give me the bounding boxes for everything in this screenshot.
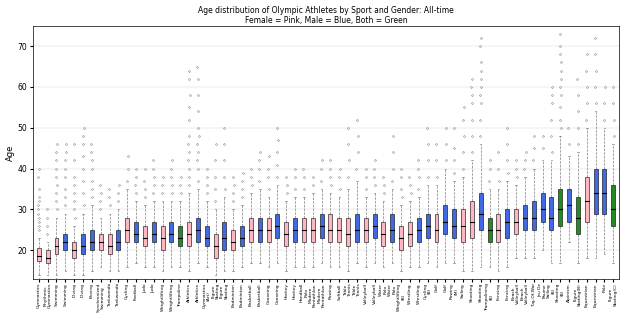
Bar: [72, 242, 76, 259]
Bar: [346, 218, 350, 246]
Bar: [461, 210, 465, 242]
Bar: [267, 218, 271, 242]
Bar: [116, 230, 121, 250]
Bar: [611, 185, 615, 226]
Bar: [496, 214, 501, 242]
Bar: [107, 234, 111, 254]
Bar: [187, 222, 191, 246]
Bar: [567, 189, 571, 222]
Bar: [125, 218, 129, 242]
Bar: [63, 234, 68, 250]
Bar: [276, 214, 279, 238]
Bar: [99, 234, 102, 250]
Bar: [576, 197, 580, 234]
Bar: [319, 214, 324, 238]
Bar: [284, 222, 288, 246]
Title: Age distribution of Olympic Athletes by Sport and Gender: All-time
Female = Pink: Age distribution of Olympic Athletes by …: [198, 5, 454, 25]
Bar: [434, 214, 439, 242]
Bar: [311, 218, 315, 242]
Bar: [152, 222, 156, 242]
Bar: [505, 210, 509, 238]
Bar: [81, 234, 85, 254]
Bar: [161, 226, 164, 250]
Bar: [443, 205, 448, 234]
Bar: [426, 214, 429, 238]
Bar: [293, 218, 297, 242]
Bar: [470, 201, 474, 238]
Bar: [37, 248, 41, 260]
Bar: [399, 226, 403, 250]
Bar: [372, 214, 377, 238]
Y-axis label: Age: Age: [6, 144, 14, 161]
Bar: [452, 210, 456, 238]
Bar: [54, 238, 59, 254]
Bar: [231, 230, 235, 250]
Bar: [479, 193, 482, 230]
Bar: [532, 201, 536, 230]
Bar: [249, 218, 253, 242]
Bar: [541, 193, 544, 222]
Bar: [514, 210, 518, 234]
Bar: [602, 169, 606, 214]
Bar: [222, 222, 226, 250]
Bar: [338, 218, 341, 242]
Bar: [381, 222, 386, 246]
Bar: [364, 218, 368, 242]
Bar: [523, 205, 527, 230]
Bar: [302, 218, 306, 242]
Bar: [558, 189, 562, 226]
Bar: [391, 214, 394, 242]
Bar: [488, 218, 491, 242]
Bar: [355, 214, 359, 242]
Bar: [90, 230, 94, 250]
Bar: [205, 226, 209, 246]
Bar: [143, 226, 147, 246]
Bar: [169, 222, 173, 242]
Bar: [178, 226, 182, 246]
Bar: [134, 222, 138, 242]
Bar: [196, 218, 200, 242]
Bar: [258, 218, 262, 242]
Bar: [240, 226, 244, 246]
Bar: [408, 222, 412, 246]
Bar: [594, 169, 598, 214]
Bar: [585, 177, 589, 222]
Bar: [214, 234, 218, 259]
Bar: [549, 197, 553, 230]
Bar: [417, 218, 421, 242]
Bar: [46, 250, 49, 263]
Bar: [329, 214, 332, 242]
